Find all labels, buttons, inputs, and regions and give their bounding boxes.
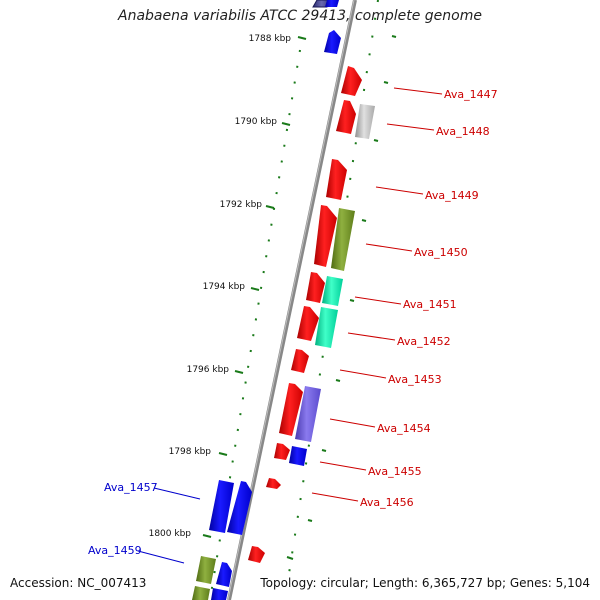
outer-scale-dashes <box>286 35 397 560</box>
gene-arrow[interactable] <box>306 272 325 303</box>
tick-mark <box>265 205 275 209</box>
gene-label[interactable]: Ava_1449 <box>425 189 479 202</box>
tick-mark <box>234 370 244 374</box>
gene-labels: Ava_1447 Ava_1448 Ava_1449 Ava_1450 Ava_… <box>88 88 498 557</box>
tick-mark <box>297 36 307 40</box>
tick-label: 1800 kbp <box>149 529 192 539</box>
tick-mark <box>218 452 228 456</box>
tick-mark <box>250 287 260 291</box>
tick-mark <box>281 122 291 126</box>
tick-label: 1790 kbp <box>235 117 278 127</box>
gene-arrow[interactable] <box>295 386 321 442</box>
gene-label[interactable]: Ava_1452 <box>397 335 451 348</box>
gene-label[interactable]: Ava_1451 <box>403 298 457 311</box>
gene-arrow[interactable] <box>274 443 290 460</box>
genome-summary: Topology: circular; Length: 6,365,727 bp… <box>260 576 590 590</box>
gene-arrow[interactable] <box>192 586 210 600</box>
gene-arrow[interactable] <box>315 307 338 348</box>
gene-arrow[interactable] <box>336 100 356 134</box>
gene-arrow[interactable] <box>324 30 341 54</box>
gene-label[interactable]: Ava_1454 <box>377 422 431 435</box>
gene-label[interactable]: Ava_1459 <box>88 544 142 557</box>
gene-arrow[interactable] <box>341 66 362 96</box>
gene-label[interactable]: Ava_1453 <box>388 373 442 386</box>
tick-label: 1792 kbp <box>220 200 263 210</box>
gene-arrow[interactable] <box>322 276 343 306</box>
gene-arrow[interactable] <box>325 0 339 7</box>
scale-ticks: 1788 kbp 1790 kbp 1792 kbp 1794 kbp 1796… <box>149 34 307 539</box>
tick-label: 1794 kbp <box>203 282 246 292</box>
gene-arrow[interactable] <box>289 446 307 466</box>
gene-arrow[interactable] <box>279 383 303 436</box>
tick-label: 1796 kbp <box>187 365 230 375</box>
tick-mark <box>202 534 212 538</box>
genome-title: Anabaena variabilis ATCC 29413, complete… <box>118 8 482 24</box>
label-leaders <box>137 87 443 564</box>
gene-label[interactable]: Ava_1447 <box>444 88 498 101</box>
accession-label: Accession: NC_007413 <box>10 576 147 590</box>
gene-arrow[interactable] <box>266 478 281 489</box>
gene-label[interactable]: Ava_1457 <box>104 481 158 494</box>
gene-arrow[interactable] <box>314 205 337 267</box>
tick-label: 1798 kbp <box>169 447 212 457</box>
gene-arrow[interactable] <box>196 556 216 584</box>
gene-arrow[interactable] <box>331 208 355 271</box>
gene-label[interactable]: Ava_1448 <box>436 125 490 138</box>
gene-arrow[interactable] <box>326 159 347 200</box>
gene-arrow[interactable] <box>355 104 375 139</box>
gene-label[interactable]: Ava_1450 <box>414 246 468 259</box>
gene-arrow[interactable] <box>297 306 319 341</box>
gene-arrow[interactable] <box>216 562 232 587</box>
gene-arrow[interactable] <box>209 480 234 533</box>
tick-label: 1788 kbp <box>249 34 292 44</box>
gene-label[interactable]: Ava_1455 <box>368 465 422 478</box>
gene-arrow[interactable] <box>227 481 252 535</box>
gene-arrow[interactable] <box>211 588 228 600</box>
gene-arrow[interactable] <box>291 349 309 373</box>
gene-label[interactable]: Ava_1456 <box>360 496 414 509</box>
gene-arrow[interactable] <box>248 546 265 563</box>
gene-features <box>192 0 375 600</box>
